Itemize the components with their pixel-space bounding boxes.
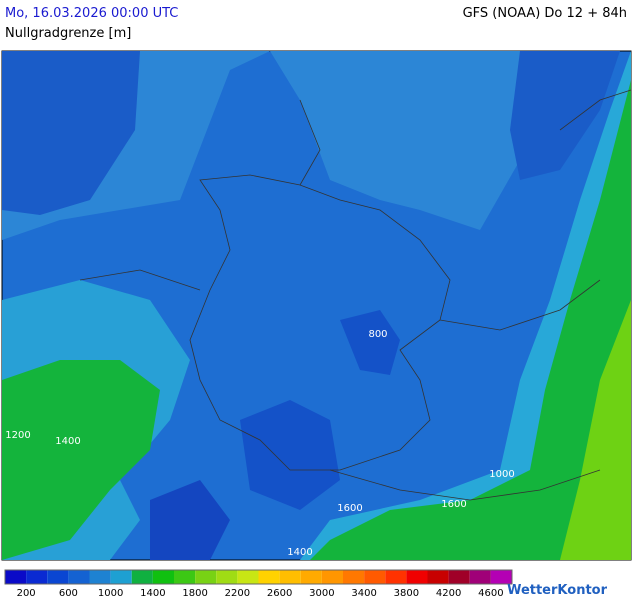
legend-label: 2200 (225, 588, 250, 599)
legend-label: 1800 (182, 588, 207, 599)
legend-label: 4200 (436, 588, 461, 599)
legend-label: 200 (17, 588, 36, 599)
contour-label: 1200 (5, 430, 30, 441)
contour-label: 1400 (55, 436, 80, 447)
contour-area (340, 310, 400, 375)
legend-label: 600 (59, 588, 78, 599)
contour-label: 800 (368, 329, 387, 340)
legend-swatch (258, 570, 280, 584)
contour-area (150, 480, 230, 560)
legend-swatch (237, 570, 259, 584)
legend-swatch (300, 570, 322, 584)
legend-label: 3000 (309, 588, 334, 599)
legend-swatch (26, 570, 48, 584)
legend-swatch (152, 570, 174, 584)
legend-swatch (5, 570, 27, 584)
legend-label: 2600 (267, 588, 292, 599)
legend-frame (4, 569, 513, 585)
legend-swatch (216, 570, 238, 584)
legend-swatch (406, 570, 428, 584)
legend-swatch (68, 570, 90, 584)
contour-area (2, 51, 600, 240)
legend-label: 1000 (98, 588, 123, 599)
model-info: GFS (NOAA) Do 12 + 84h (462, 6, 627, 21)
contour-area (2, 51, 140, 215)
contour-area (560, 300, 631, 560)
borders (79, 89, 632, 501)
logo: WetterKontor (507, 583, 607, 598)
legend-swatch (110, 570, 132, 584)
legend-swatch (469, 570, 491, 584)
legend-swatch (385, 570, 407, 584)
legend-swatch (195, 570, 217, 584)
legend-swatch (427, 570, 449, 584)
legend-label: 4600 (478, 588, 503, 599)
subtitle: Nullgradgrenze [m] (5, 26, 132, 41)
contour-area (2, 360, 160, 560)
contour-area (510, 51, 620, 180)
legend-swatch (321, 570, 343, 584)
legend-swatch (89, 570, 111, 584)
contour-area (240, 400, 340, 510)
legend: 200 600 1000 1400 1800 2200 2600 3000 3400 3800 42… (4, 569, 513, 599)
legend-swatch (279, 570, 301, 584)
legend-swatch (131, 570, 153, 584)
contour-area (310, 80, 631, 560)
contour-label: 1400 (287, 547, 312, 558)
legend-swatch (47, 570, 69, 584)
legend-label: 1400 (140, 588, 165, 599)
legend-label: 3400 (351, 588, 376, 599)
contour-label: 1600 (337, 503, 362, 514)
contour-label: 1000 (489, 469, 514, 480)
legend-label: 3800 (394, 588, 419, 599)
legend-swatch (490, 570, 512, 584)
legend-swatch (364, 570, 386, 584)
title: Mo, 16.03.2026 00:00 UTC (5, 6, 179, 21)
contour-label: 1600 (441, 499, 466, 510)
legend-swatch (448, 570, 470, 584)
legend-swatch (174, 570, 196, 584)
legend-swatch (343, 570, 365, 584)
